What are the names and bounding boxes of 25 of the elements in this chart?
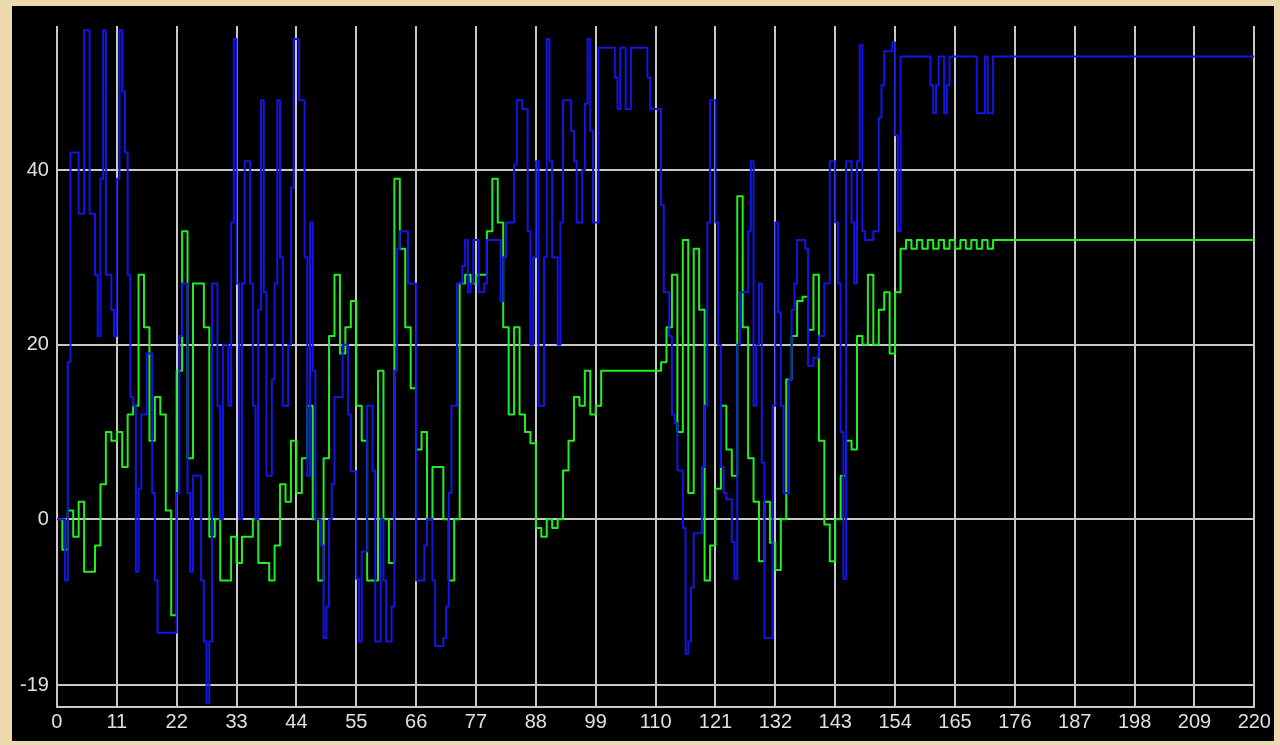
x-tick-label: 22	[165, 709, 188, 732]
x-tick-label: 132	[758, 709, 793, 732]
x-tick-label: 121	[698, 709, 733, 732]
x-tick-label: 187	[1058, 709, 1092, 732]
x-tick-label: 176	[998, 709, 1032, 732]
x-tick-label: 209	[1177, 709, 1212, 732]
x-tick-label: 55	[345, 709, 368, 732]
x-tick-label: 11	[106, 709, 128, 732]
x-tick-label: 165	[938, 709, 972, 732]
y-tick-label: 0	[37, 506, 49, 529]
x-tick-label: 220	[1237, 709, 1271, 732]
x-tick-label: 99	[584, 709, 607, 732]
y-tick-label: 40	[26, 157, 49, 180]
y-tick-label: -19	[20, 672, 49, 695]
y-tick-label: 20	[26, 332, 49, 355]
x-tick-label: 66	[405, 709, 428, 732]
x-tick-label: 154	[878, 709, 912, 732]
x-tick-label: 110	[639, 709, 672, 732]
x-tick-label: 143	[818, 709, 852, 732]
x-tick-label: 77	[464, 709, 488, 732]
x-tick-label: 198	[1117, 709, 1152, 732]
x-tick-label: 88	[524, 709, 547, 732]
x-tick-label: 0	[51, 709, 63, 732]
x-tick-label: 44	[285, 709, 308, 732]
x-tick-label: 33	[225, 709, 248, 732]
